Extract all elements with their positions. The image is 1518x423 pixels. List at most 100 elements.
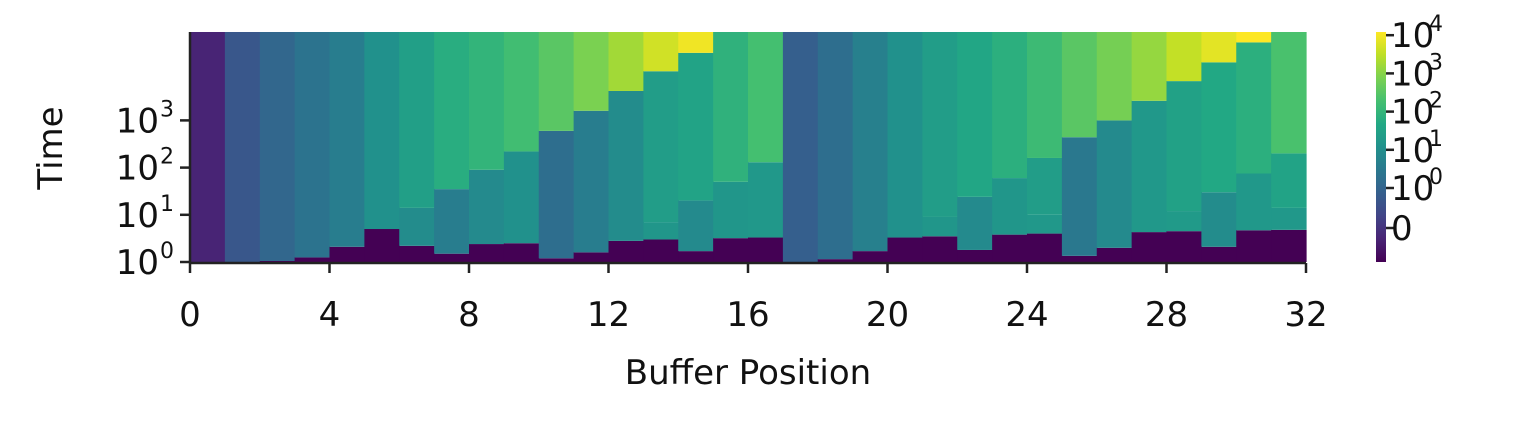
y-tick-label: 10 [116, 243, 159, 283]
heatmap-cell [957, 249, 993, 262]
heatmap-cell [887, 32, 923, 238]
heatmap-cell [1166, 81, 1202, 212]
heatmap-cell [1027, 214, 1063, 234]
heatmap-cell [1096, 247, 1133, 262]
heatmap-cell [817, 259, 854, 262]
heatmap-cell [469, 169, 505, 245]
heatmap-cell [992, 234, 1028, 262]
heatmap-cell [469, 244, 505, 262]
y-tick-exponent: 0 [160, 239, 174, 264]
heatmap-cell [1131, 32, 1168, 101]
heatmap-cell [643, 222, 679, 240]
heatmap-cell [643, 239, 679, 262]
colorbar-tick-exponent: 2 [1429, 89, 1443, 114]
heatmap-cell [922, 236, 958, 262]
heatmap-cell [748, 32, 784, 163]
heatmap-cell [678, 200, 714, 252]
heatmap-cell [1271, 229, 1307, 262]
heatmap-cell [852, 251, 889, 262]
colorbar-tick-label: 0 [1391, 209, 1413, 249]
y-tick-label: 10 [116, 149, 159, 189]
heatmap-cell [887, 237, 923, 262]
colorbar-gradient [1376, 32, 1386, 262]
x-tick-label: 8 [458, 295, 480, 335]
colorbar-tick-label: 10 [1391, 16, 1434, 56]
colorbar-tick-label: 10 [1391, 93, 1434, 133]
heatmap-cell [782, 32, 819, 262]
heatmap-cell [992, 178, 1028, 235]
heatmap-cell [364, 32, 400, 230]
heatmap-cell [1027, 32, 1063, 158]
heatmap-cell [713, 181, 749, 239]
heatmap-cell [678, 32, 714, 53]
heatmap-cells [190, 32, 1307, 262]
colorbar-tick-label: 10 [1391, 169, 1434, 209]
heatmap-cell [992, 32, 1028, 179]
colorbar-tick-exponent: 0 [1429, 165, 1443, 190]
heatmap-cell [1166, 211, 1202, 232]
heatmap-cell [1236, 230, 1272, 262]
heatmap-cell [364, 229, 400, 262]
heatmap-cell [1061, 137, 1098, 256]
heatmap-cell [538, 130, 575, 259]
heatmap-cell [294, 257, 331, 262]
heatmap-cell [817, 32, 854, 260]
heatmap-cell [1271, 32, 1307, 154]
heatmap-cell [608, 240, 644, 262]
x-tick-label: 20 [866, 295, 909, 335]
heatmap-cell [434, 253, 470, 262]
heatmap-cell [713, 238, 749, 262]
colorbar-tick-label: 10 [1391, 54, 1434, 94]
heatmap-cell [608, 32, 644, 91]
heatmap-cell [434, 32, 470, 190]
heatmap-cell [1131, 232, 1168, 262]
heatmap-cell [643, 32, 679, 72]
x-axis-label: Buffer Position [625, 353, 871, 393]
heatmap-cell [713, 32, 749, 182]
heatmap-cell [748, 162, 784, 238]
heatmap-cell [503, 151, 540, 244]
heatmap-cell [503, 243, 540, 262]
heatmap-cell [678, 52, 714, 201]
heatmap-cell [329, 32, 365, 247]
heatmap-cell [1027, 157, 1063, 215]
heatmap-cell [1027, 233, 1063, 262]
heatmap-cell [259, 32, 296, 261]
heatmap-cell [399, 245, 435, 262]
heatmap-cell [1061, 32, 1098, 138]
heatmap-cell [1131, 100, 1168, 233]
colorbar-tick-label: 10 [1391, 131, 1434, 171]
heatmap-cell [329, 246, 365, 262]
heatmap-cell [608, 90, 644, 241]
heatmap-cell [678, 251, 714, 262]
heatmap-cell [399, 207, 435, 246]
heatmap-cell [748, 237, 784, 262]
heatmap-cell [224, 32, 261, 262]
y-axis-label: Time [31, 106, 71, 190]
heatmap-cell [573, 252, 610, 262]
heatmap-cell [1236, 42, 1272, 174]
y-tick-exponent: 3 [160, 97, 174, 122]
x-tick-label: 12 [587, 295, 630, 335]
colorbar-tick-exponent: 3 [1429, 50, 1443, 75]
heatmap-cell [538, 32, 575, 131]
heatmap-cell [434, 189, 470, 254]
heatmap-cell [1201, 62, 1237, 193]
heatmap-cell [1271, 207, 1307, 230]
heatmap-cell [1096, 120, 1133, 248]
heatmap-cell [922, 216, 958, 237]
heatmap-cell [643, 71, 679, 223]
heatmap-cell [852, 32, 889, 252]
heatmap-cell [190, 32, 226, 262]
x-tick-label: 4 [319, 295, 341, 335]
colorbar-tick-exponent: 4 [1429, 12, 1443, 37]
colorbar-tick-exponent: 1 [1429, 127, 1443, 152]
heatmap-cell [573, 32, 610, 111]
heatmap-cell [538, 258, 575, 262]
x-tick-label: 0 [179, 295, 201, 335]
x-tick-label: 24 [1005, 295, 1048, 335]
heatmap-cell [1236, 32, 1272, 43]
